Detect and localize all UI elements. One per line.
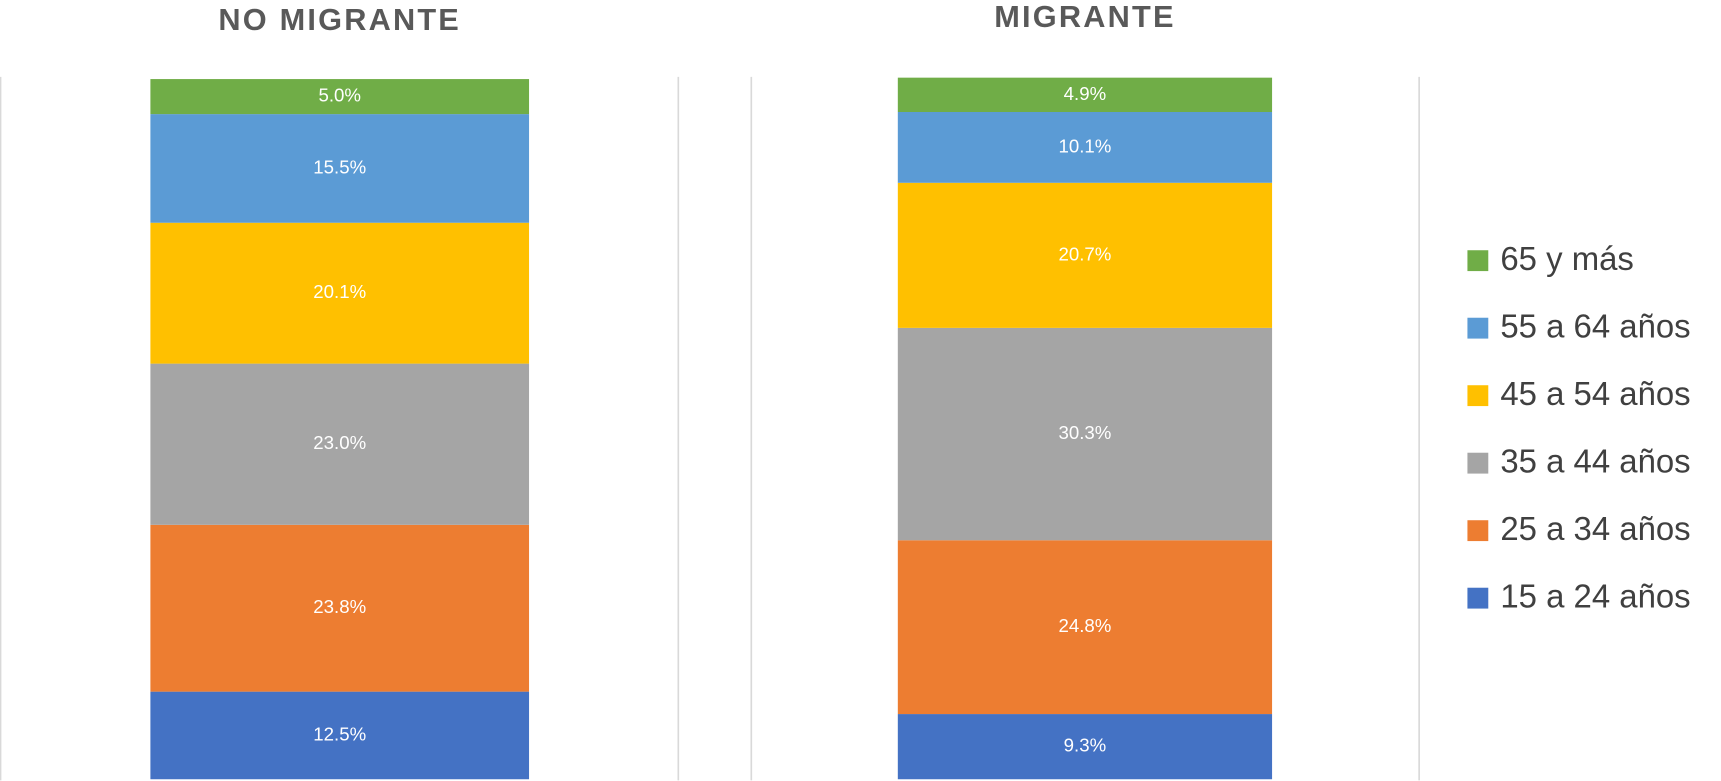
data-label: 5.0% xyxy=(318,85,361,106)
bar-segment xyxy=(150,222,530,364)
bar-segment xyxy=(150,524,530,692)
legend-swatch xyxy=(1467,317,1489,339)
bar-segment xyxy=(897,77,1273,113)
chart-title: MIGRANTE xyxy=(994,0,1175,34)
data-label: 12.5% xyxy=(313,723,366,744)
legend-swatch xyxy=(1467,250,1489,272)
data-label: 10.1% xyxy=(1059,135,1112,156)
legend-label: 55 a 64 años xyxy=(1500,307,1690,344)
legend-label: 15 a 24 años xyxy=(1500,577,1690,614)
legend-label: 35 a 44 años xyxy=(1500,442,1690,479)
bar-segment xyxy=(897,182,1273,328)
data-label: 30.3% xyxy=(1059,422,1112,443)
data-label: 20.7% xyxy=(1059,243,1112,264)
bar-segment xyxy=(897,714,1273,780)
legend-swatch xyxy=(1467,520,1489,542)
legend-swatch xyxy=(1467,587,1489,609)
data-label: 4.9% xyxy=(1064,83,1107,104)
legend-swatch xyxy=(1467,385,1489,407)
bar-segment xyxy=(150,114,530,223)
chart-title: NO MIGRANTE xyxy=(218,2,461,37)
data-label: 23.0% xyxy=(313,432,366,453)
data-label: 24.8% xyxy=(1059,615,1112,636)
legend-label: 45 a 54 años xyxy=(1500,375,1690,412)
legend-swatch xyxy=(1467,452,1489,474)
bar-segment xyxy=(897,327,1273,541)
data-label: 9.3% xyxy=(1064,735,1107,756)
bar-segment xyxy=(150,691,530,780)
bar-segment xyxy=(150,79,530,115)
data-label: 23.8% xyxy=(313,596,366,617)
data-label: 20.1% xyxy=(313,281,366,302)
legend-label: 65 y más xyxy=(1500,240,1634,277)
bar-segment xyxy=(150,363,530,525)
bar-segment xyxy=(897,540,1273,715)
legend-label: 25 a 34 años xyxy=(1500,510,1690,547)
data-label: 15.5% xyxy=(313,156,366,177)
bar-segment xyxy=(897,112,1273,183)
